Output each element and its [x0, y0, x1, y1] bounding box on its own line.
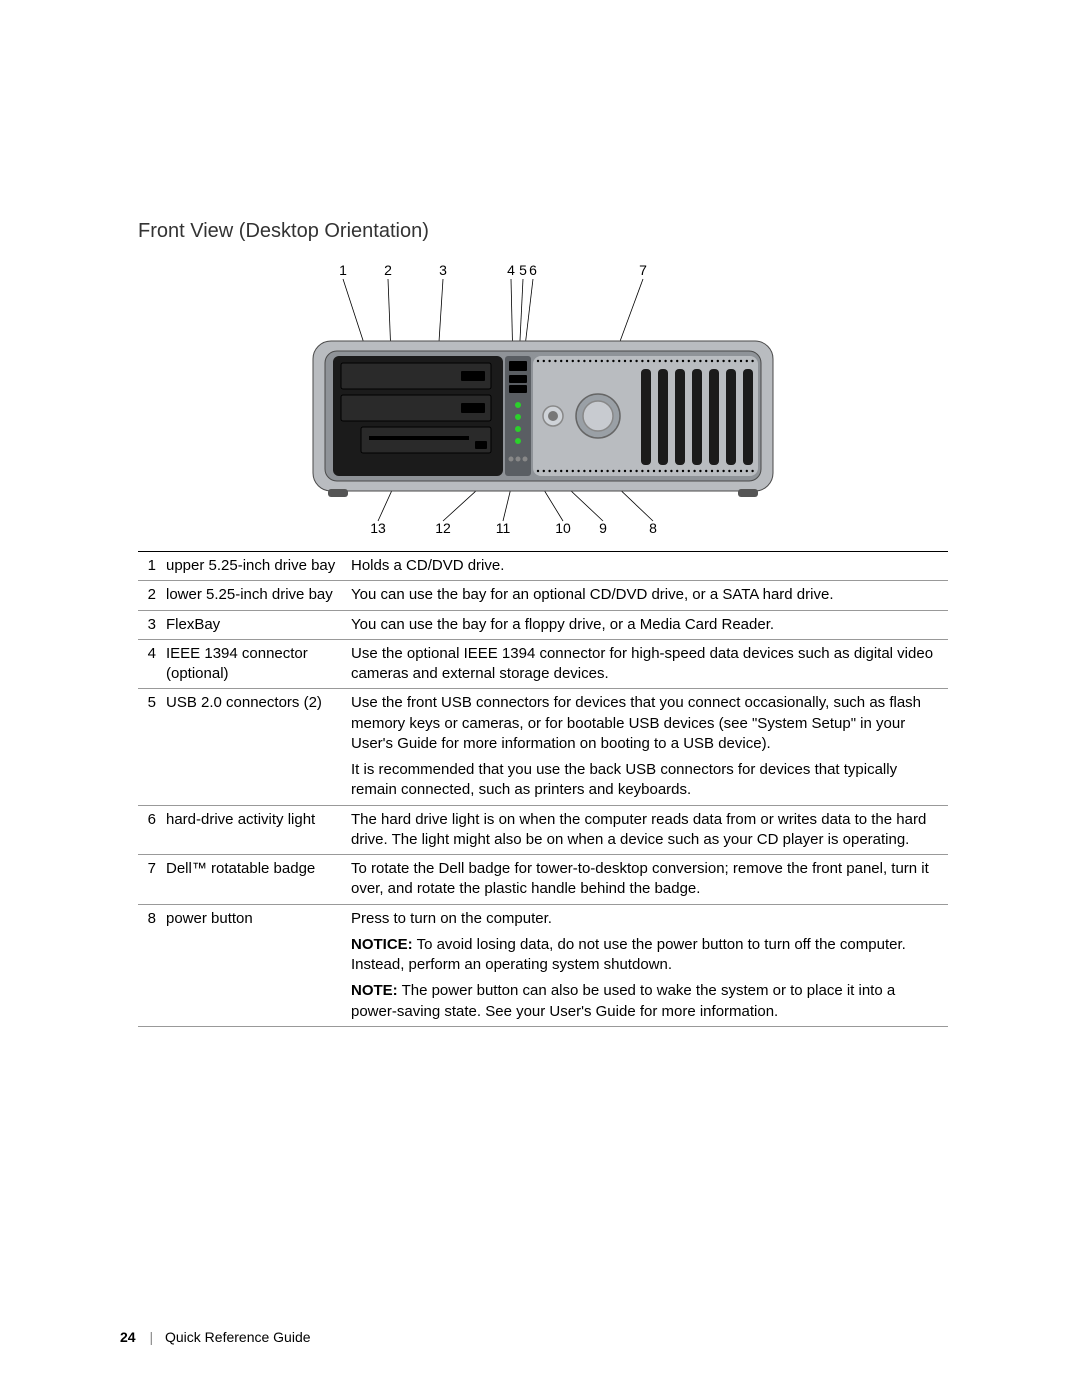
- part-name: hard-drive activity light: [166, 805, 351, 855]
- diagram-svg: 1234567 1312111098: [193, 261, 893, 541]
- table-row: 5USB 2.0 connectors (2)Use the front USB…: [138, 689, 948, 805]
- row-number: 3: [138, 610, 166, 639]
- row-number: 2: [138, 581, 166, 610]
- row-number: 1: [138, 552, 166, 581]
- parts-table: 1upper 5.25-inch drive bayHolds a CD/DVD…: [138, 551, 948, 1027]
- part-description: Holds a CD/DVD drive.: [351, 552, 948, 581]
- part-name: lower 5.25-inch drive bay: [166, 581, 351, 610]
- page-footer: 24 | Quick Reference Guide: [120, 1329, 311, 1345]
- table-row: 8power buttonPress to turn on the comput…: [138, 904, 948, 1026]
- table-row: 2lower 5.25-inch drive bayYou can use th…: [138, 581, 948, 610]
- svg-text:4: 4: [507, 262, 515, 278]
- part-description: You can use the bay for a floppy drive, …: [351, 610, 948, 639]
- svg-text:1: 1: [339, 262, 347, 278]
- table-row: 1upper 5.25-inch drive bayHolds a CD/DVD…: [138, 552, 948, 581]
- row-number: 6: [138, 805, 166, 855]
- description-text: It is recommended that you use the back …: [351, 760, 942, 801]
- notice-label: NOTICE:: [351, 936, 413, 953]
- part-name: Dell™ rotatable badge: [166, 855, 351, 905]
- description-text: The hard drive light is on when the comp…: [351, 810, 942, 851]
- part-description: Use the front USB connectors for devices…: [351, 689, 948, 805]
- description-text: You can use the bay for a floppy drive, …: [351, 615, 942, 635]
- part-name: USB 2.0 connectors (2): [166, 689, 351, 805]
- part-description: You can use the bay for an optional CD/D…: [351, 581, 948, 610]
- page-number: 24: [120, 1329, 136, 1345]
- note-label: NOTE:: [351, 982, 398, 999]
- svg-text:7: 7: [639, 262, 647, 278]
- svg-text:8: 8: [649, 520, 657, 536]
- notice-text: NOTICE: To avoid losing data, do not use…: [351, 935, 942, 976]
- description-text: Use the front USB connectors for devices…: [351, 693, 942, 754]
- front-view-diagram: 1234567 1312111098: [193, 261, 893, 541]
- section-heading: Front View (Desktop Orientation): [138, 220, 948, 243]
- part-description: To rotate the Dell badge for tower-to-de…: [351, 855, 948, 905]
- part-name: power button: [166, 904, 351, 1026]
- part-name: FlexBay: [166, 610, 351, 639]
- note-text: NOTE: The power button can also be used …: [351, 981, 942, 1022]
- footer-separator: |: [149, 1329, 153, 1345]
- row-number: 5: [138, 689, 166, 805]
- svg-text:13: 13: [370, 520, 386, 536]
- svg-text:11: 11: [496, 520, 511, 536]
- description-text: You can use the bay for an optional CD/D…: [351, 585, 942, 605]
- footer-title: Quick Reference Guide: [165, 1329, 311, 1345]
- part-description: Press to turn on the computer. NOTICE: To…: [351, 904, 948, 1026]
- svg-text:9: 9: [599, 520, 607, 536]
- table-row: 3FlexBayYou can use the bay for a floppy…: [138, 610, 948, 639]
- description-text: Holds a CD/DVD drive.: [351, 556, 942, 576]
- table-row: 4IEEE 1394 connector (optional)Use the o…: [138, 639, 948, 689]
- row-number: 8: [138, 904, 166, 1026]
- part-description: The hard drive light is on when the comp…: [351, 805, 948, 855]
- description-text: To rotate the Dell badge for tower-to-de…: [351, 859, 942, 900]
- part-name: upper 5.25-inch drive bay: [166, 552, 351, 581]
- part-name: IEEE 1394 connector (optional): [166, 639, 351, 689]
- table-row: 7Dell™ rotatable badgeTo rotate the Dell…: [138, 855, 948, 905]
- svg-text:10: 10: [555, 520, 571, 536]
- svg-text:6: 6: [529, 262, 537, 278]
- svg-text:2: 2: [384, 262, 392, 278]
- part-description: Use the optional IEEE 1394 connector for…: [351, 639, 948, 689]
- row-number: 4: [138, 639, 166, 689]
- row-number: 7: [138, 855, 166, 905]
- svg-text:12: 12: [435, 520, 451, 536]
- table-row: 6hard-drive activity lightThe hard drive…: [138, 805, 948, 855]
- description-text: Press to turn on the computer.: [351, 909, 942, 929]
- description-text: Use the optional IEEE 1394 connector for…: [351, 644, 942, 685]
- svg-text:5: 5: [519, 262, 527, 278]
- svg-text:3: 3: [439, 262, 447, 278]
